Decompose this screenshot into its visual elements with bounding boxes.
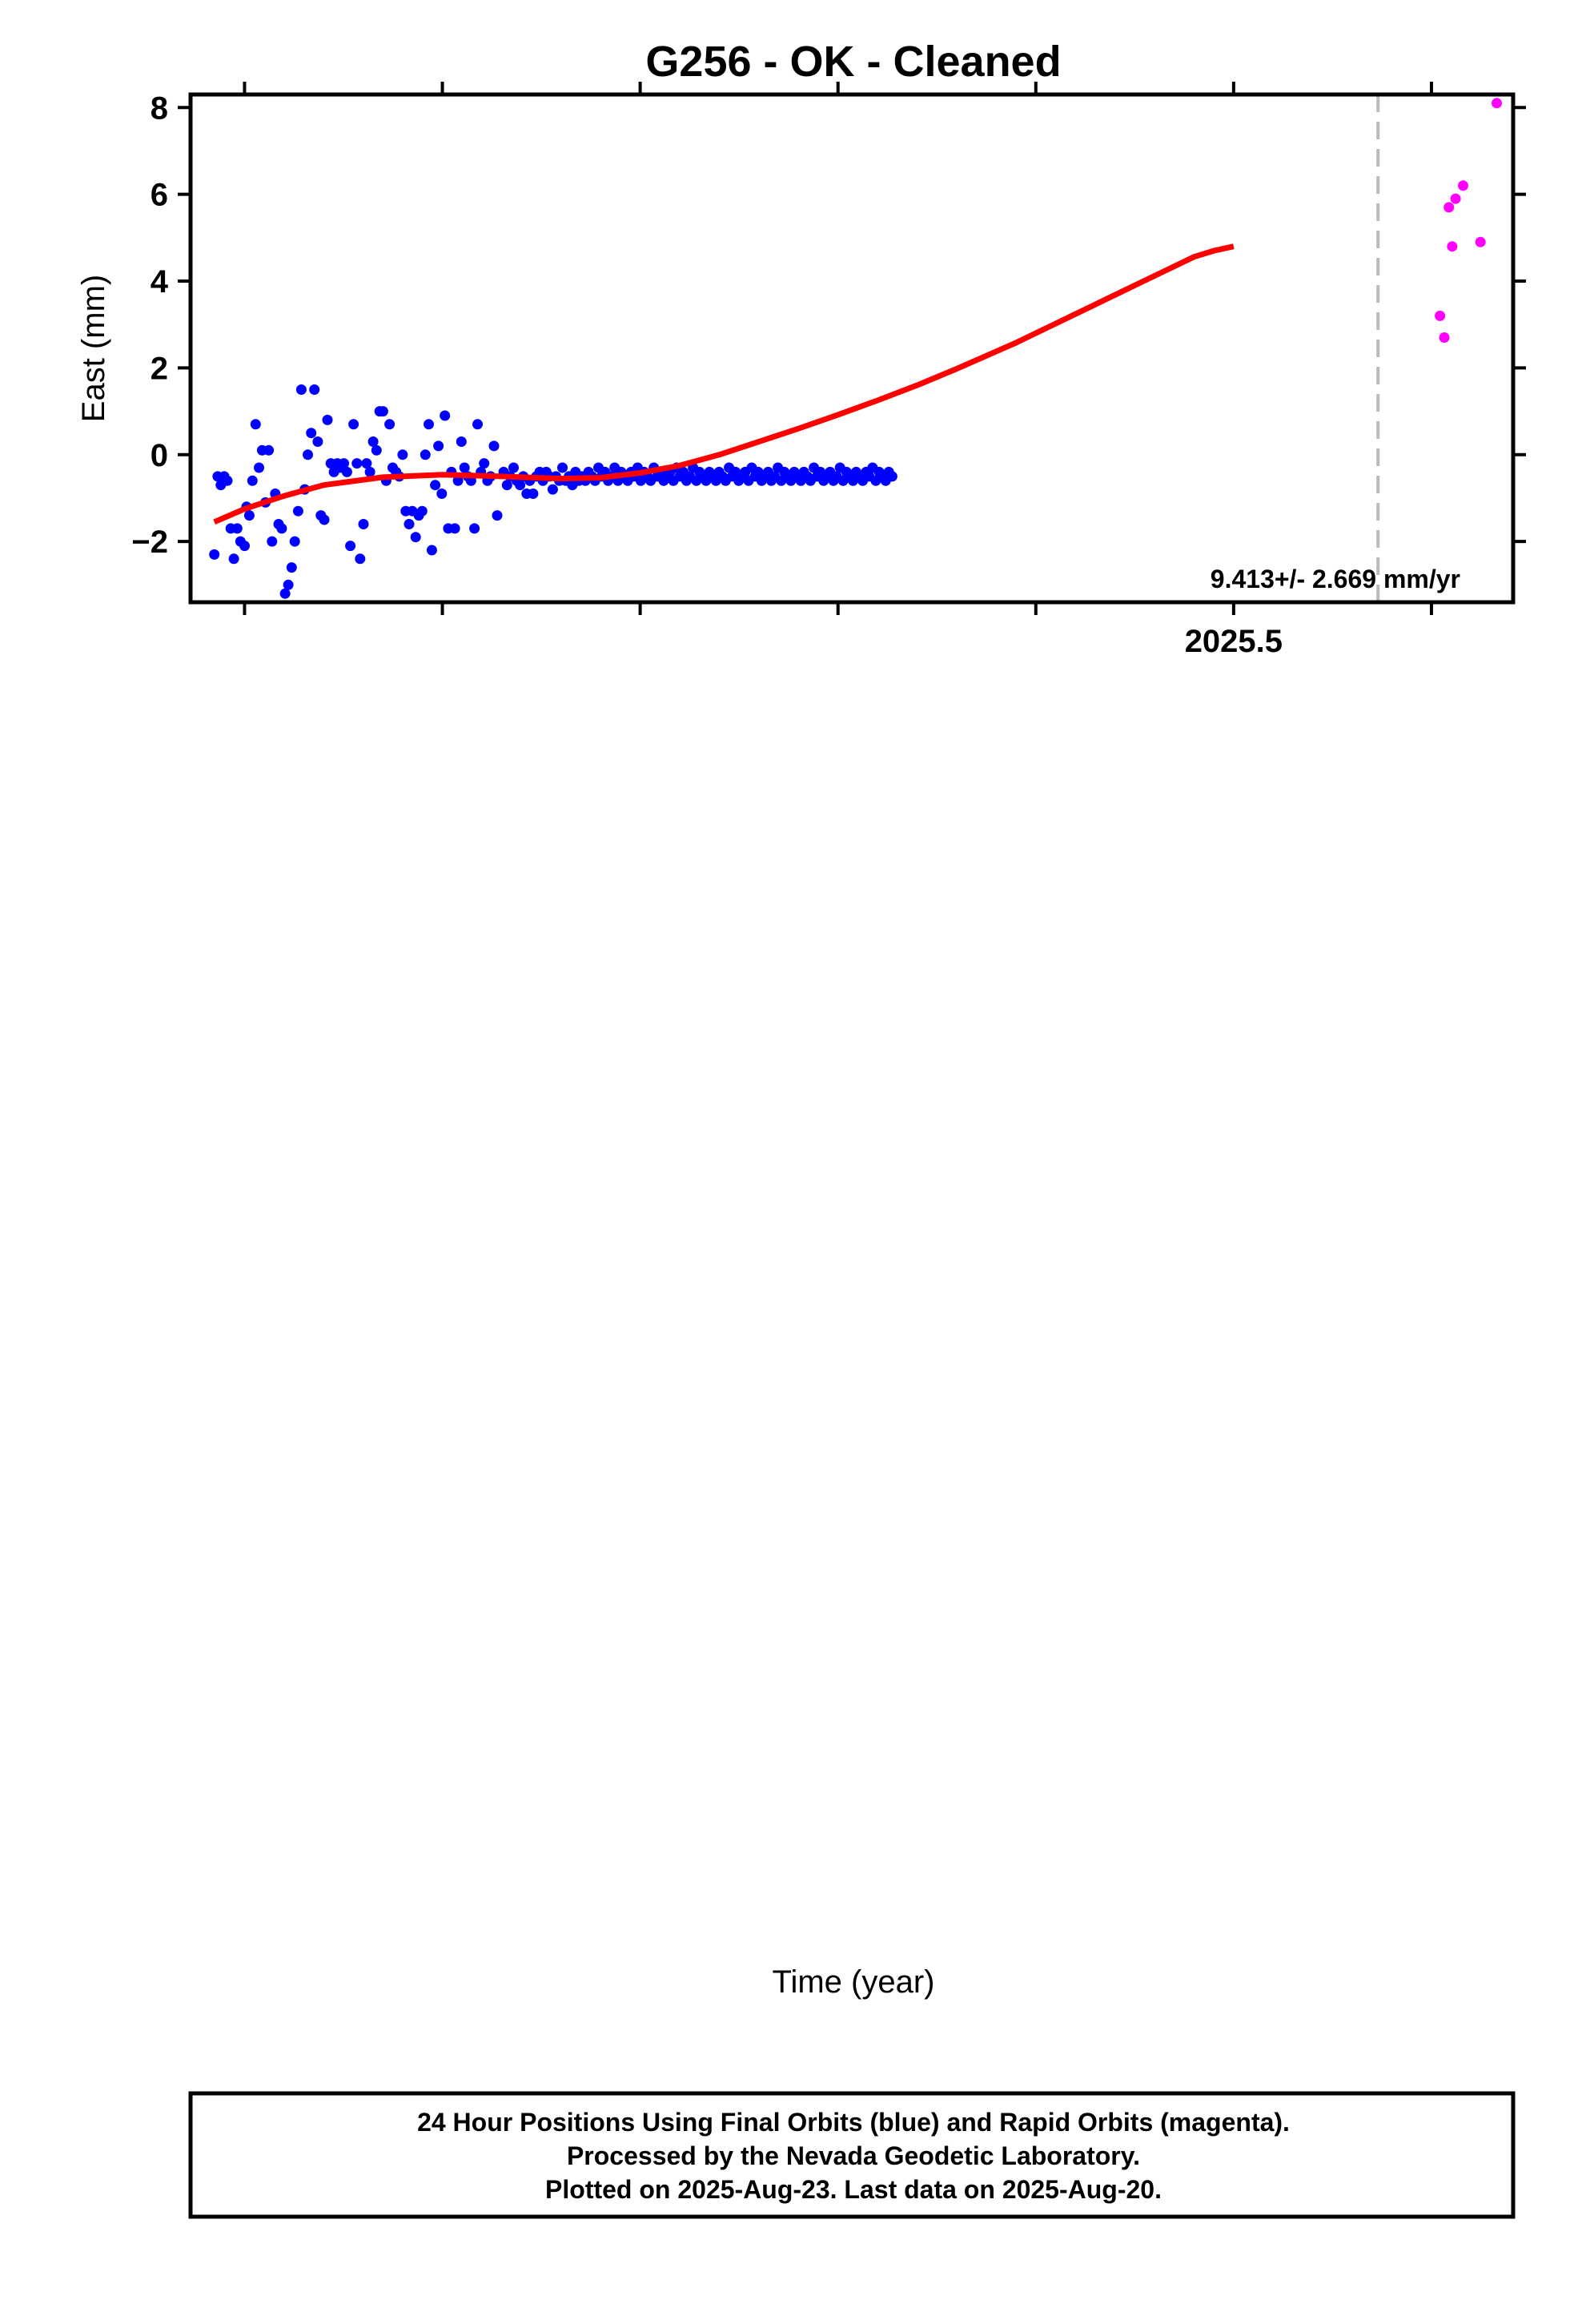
final-orbit-point [886, 471, 897, 482]
y-tick-label: 0 [151, 438, 168, 473]
final-orbit-point [292, 505, 303, 517]
final-orbit-point [295, 384, 307, 395]
final-orbit-point [488, 440, 500, 452]
final-orbit-point [416, 505, 428, 517]
final-orbit-point [440, 410, 451, 421]
final-orbit-point [420, 449, 431, 460]
final-orbit-point [345, 541, 356, 552]
final-orbit-point [306, 428, 317, 439]
x-tick-label: 2025.5 [1185, 624, 1283, 659]
east-panel: −2 0 2 4 6 8 2025.5 East (mm) 9.413+/- 2.669 mm/… [76, 82, 1526, 659]
final-orbit-point [254, 462, 264, 473]
final-orbit-point [289, 536, 300, 547]
final-orbit-point [367, 436, 379, 447]
final-orbit-point [430, 480, 441, 491]
final-orbit-point [231, 523, 243, 534]
final-orbit-point [528, 489, 539, 499]
final-orbit-point [410, 532, 421, 543]
y-tick-label: 2 [151, 351, 168, 386]
final-orbit-point [243, 510, 255, 521]
final-orbit-point [456, 436, 467, 447]
final-orbit-point [348, 419, 359, 430]
final-orbit-point [247, 475, 258, 486]
final-orbit-point [377, 406, 388, 417]
rapid-orbit-point [1435, 310, 1446, 321]
rapid-orbit-point [1439, 332, 1450, 343]
final-orbit-point [404, 519, 415, 529]
final-orbit-point [276, 523, 287, 534]
footer-box [188, 2091, 1516, 2219]
footer-line-3: Plotted on 2025-Aug-23. Last data on 202… [545, 2175, 1162, 2204]
final-orbit-point [557, 462, 568, 473]
final-orbit-point [303, 449, 313, 460]
final-orbit-point [371, 444, 382, 456]
plot-frame [188, 92, 1516, 605]
final-orbit-point [312, 436, 323, 447]
final-orbit-point [364, 466, 375, 477]
final-orbit-point [286, 562, 297, 573]
velocity-label: 9.413+/- 2.669 mm/yr [1211, 565, 1460, 593]
final-orbit-point [397, 449, 408, 460]
y-tick-label: 4 [151, 264, 169, 300]
final-orbit-point [279, 588, 291, 599]
rapid-orbit-point [1443, 202, 1455, 213]
y-axis-label: East (mm) [76, 275, 111, 422]
y-tick-label: 8 [151, 90, 168, 126]
final-orbit-point [424, 419, 434, 430]
rapid-orbit-point [1450, 193, 1461, 204]
final-orbit-point [492, 510, 503, 521]
final-orbit-point [239, 541, 250, 552]
final-orbit-point [469, 523, 480, 534]
final-orbit-point [449, 523, 460, 534]
final-orbit-point [472, 419, 483, 430]
final-orbit-point [501, 480, 512, 491]
final-orbit-point [436, 489, 448, 499]
y-tick-label: 6 [151, 178, 168, 213]
final-orbit-point [351, 458, 363, 469]
final-orbit-point [515, 480, 526, 491]
final-orbit-point [355, 553, 366, 565]
final-orbit-point [452, 475, 464, 486]
chart-title: G256 - OK - Cleaned [645, 38, 1061, 86]
final-orbit-point [322, 414, 333, 425]
rapid-orbit-point [1475, 236, 1486, 247]
final-orbit-point [319, 514, 330, 525]
model-fit-line [213, 243, 1235, 525]
final-orbit-point [384, 419, 396, 430]
final-orbit-point [228, 553, 239, 565]
final-orbit-point [283, 579, 294, 590]
final-orbit-point [426, 545, 437, 556]
final-orbit-point [358, 519, 369, 529]
final-orbit-point [508, 462, 519, 473]
final-orbit-point [309, 384, 320, 395]
final-orbit-point [267, 536, 278, 547]
footer-line-2: Processed by the Nevada Geodetic Laborat… [567, 2141, 1140, 2170]
final-orbit-point [222, 475, 233, 486]
final-orbit-point [547, 484, 558, 495]
rapid-orbit-point [1458, 180, 1468, 191]
rapid-orbit-point [1492, 98, 1502, 109]
rapid-orbit-point [1447, 241, 1458, 252]
final-orbit-point [433, 440, 444, 452]
y-tick-label: −2 [131, 525, 168, 560]
final-orbit-point [339, 458, 349, 469]
final-orbit-point [250, 419, 261, 430]
final-orbit-point [459, 462, 470, 473]
final-orbit-point [361, 458, 372, 469]
final-orbit-point [263, 444, 275, 456]
final-orbit-point [209, 549, 220, 560]
x-axis-label: Time (year) [773, 1964, 935, 2000]
footer-line-1: 24 Hour Positions Using Final Orbits (bl… [417, 2108, 1290, 2137]
final-orbit-point [341, 466, 352, 477]
final-orbit-point [479, 458, 490, 469]
